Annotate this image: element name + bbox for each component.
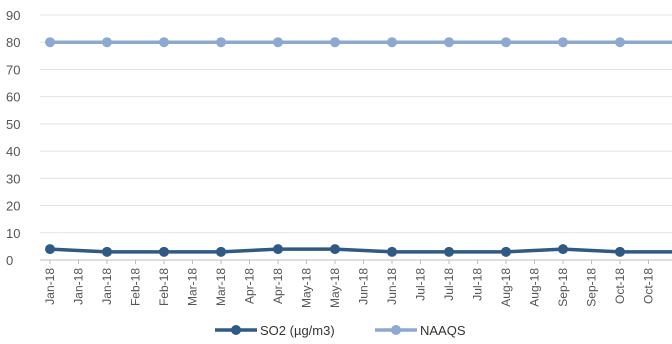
x-tick-label: Jan-18: [43, 268, 57, 305]
x-tick-label: Jun-18: [385, 268, 399, 305]
data-point-naaqs: [159, 37, 169, 48]
x-tick-label: Jun-18: [357, 268, 371, 305]
x-tick-label: Oct-18: [642, 268, 656, 304]
x-tick-label: Jan-18: [72, 268, 86, 305]
x-axis-ticks: Jan-18 Jan-18 Jan-18 Feb-18 Feb-18 Mar-18 Mar-…: [43, 260, 656, 308]
data-point-so2: [45, 244, 55, 255]
legend-swatch-marker: [391, 325, 401, 335]
data-point-naaqs: [273, 37, 283, 48]
data-point-naaqs: [558, 37, 568, 48]
y-tick-label: 20: [6, 199, 20, 214]
y-tick-label: 30: [6, 171, 20, 186]
data-point-so2: [615, 246, 625, 257]
x-tick-label: Feb-18: [157, 268, 171, 306]
x-tick-label: Jul-18: [442, 268, 456, 301]
data-point-naaqs: [216, 37, 226, 48]
y-axis-ticks: 0 10 20 30 40 50 60 70 80 90: [6, 8, 20, 268]
series-line-so2: [49, 247, 672, 254]
data-point-so2: [159, 246, 169, 257]
legend-label: SO2 (µg/m3): [260, 323, 335, 338]
data-point-naaqs: [501, 37, 511, 48]
x-tick-label: Jul-18: [414, 268, 428, 301]
y-tick-label: 80: [6, 35, 20, 50]
x-tick-label: Feb-18: [129, 268, 143, 306]
x-tick-label: Jul-18: [471, 268, 485, 301]
data-point-so2: [216, 246, 226, 257]
y-tick-label: 60: [6, 90, 20, 105]
x-tick-label: Oct-18: [613, 268, 627, 304]
x-tick-label: May-18: [300, 268, 314, 308]
x-tick-label: Aug-18: [528, 268, 542, 307]
y-tick-label: 50: [6, 117, 20, 132]
data-point-naaqs: [615, 37, 625, 48]
legend: SO2 (µg/m3) NAAQS: [215, 323, 466, 338]
series-lines: [45, 37, 672, 257]
x-tick-label: Apr-18: [243, 268, 257, 304]
y-tick-label: 70: [6, 62, 20, 77]
x-tick-label: Mar-18: [214, 268, 228, 306]
x-tick-label: Sep-18: [585, 268, 599, 307]
y-tick-label: 90: [6, 8, 20, 23]
data-point-so2: [330, 244, 340, 255]
legend-label: NAAQS: [420, 323, 466, 338]
y-tick-label: 0: [6, 253, 13, 268]
x-tick-label: Aug-18: [499, 268, 513, 307]
x-tick-label: May-18: [328, 268, 342, 308]
data-point-so2: [387, 246, 397, 257]
x-tick-label: Mar-18: [186, 268, 200, 306]
data-point-so2: [501, 246, 511, 257]
gridlines: [40, 14, 672, 261]
data-point-so2: [558, 244, 568, 255]
data-point-so2: [273, 244, 283, 255]
data-point-naaqs: [387, 37, 397, 48]
data-point-naaqs: [444, 37, 454, 48]
x-tick-label: Jan-18: [100, 268, 114, 305]
y-tick-label: 40: [6, 144, 20, 159]
y-tick-label: 10: [6, 226, 20, 241]
data-point-naaqs: [102, 37, 112, 48]
data-point-naaqs: [330, 37, 340, 48]
x-tick-label: Sep-18: [556, 268, 570, 307]
x-tick-label: Apr-18: [271, 268, 285, 304]
data-point-naaqs: [45, 37, 55, 48]
data-point-so2: [444, 246, 454, 257]
data-point-so2: [102, 246, 112, 257]
legend-swatch-marker: [231, 325, 241, 335]
